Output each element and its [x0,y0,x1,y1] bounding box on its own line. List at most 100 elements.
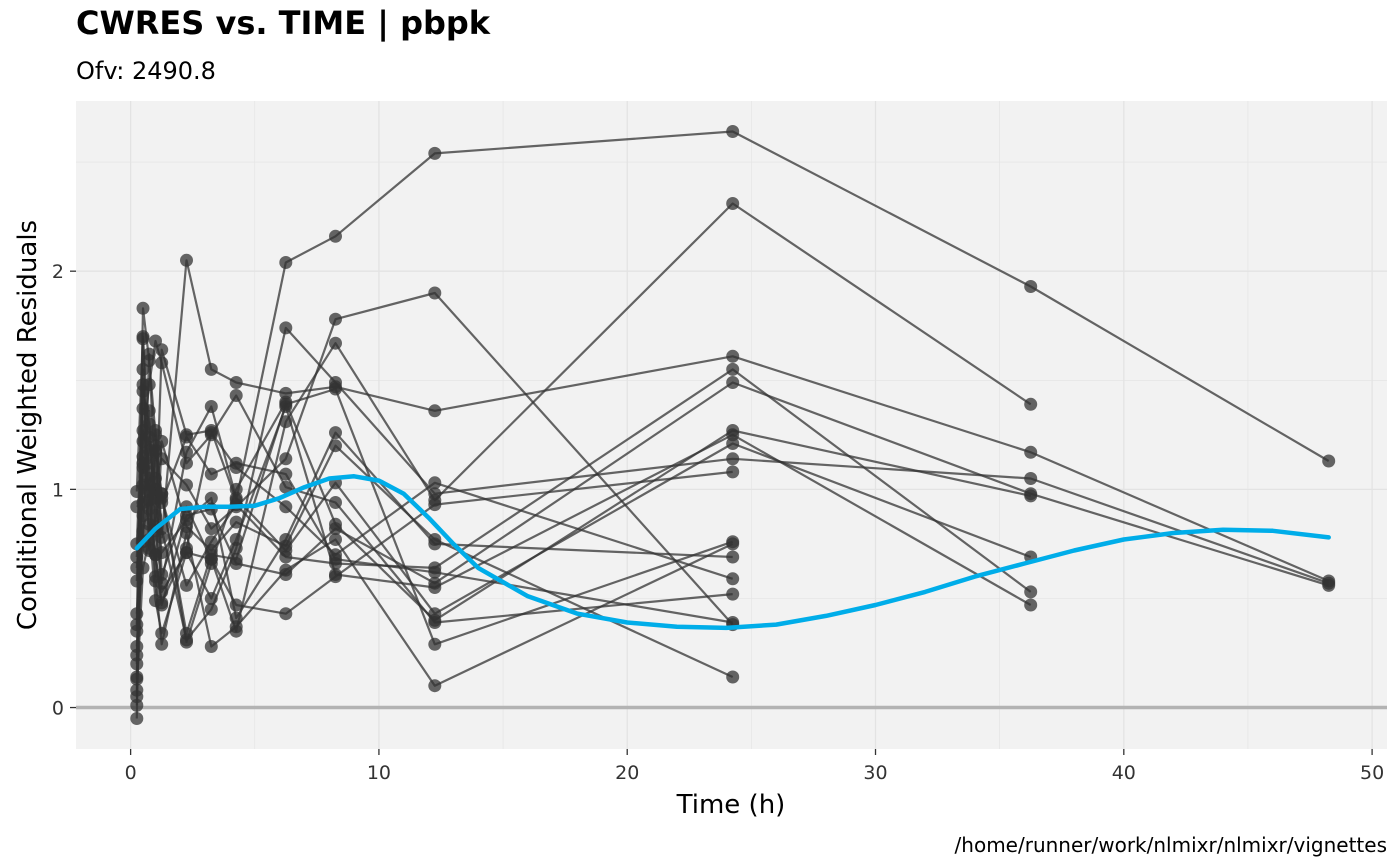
data-point [149,334,162,348]
data-point [204,602,218,616]
data-point [136,402,150,416]
data-point [142,465,156,479]
data-point [180,509,193,522]
data-point [136,378,150,392]
data-point [130,657,144,671]
data-point [1024,397,1038,411]
data-point [1024,445,1038,459]
data-point [180,445,193,459]
data-point [1322,578,1336,592]
data-points [130,125,1336,725]
data-point [279,607,293,621]
data-point [130,712,144,725]
data-point [329,533,342,546]
data-point [329,426,342,440]
data-point [149,509,162,522]
data-point [155,596,169,610]
data-point [726,349,740,363]
y-axis-title: Conditional Weighted Residuals [13,220,43,630]
data-point [1024,585,1038,599]
data-point [726,452,740,466]
data-point [329,496,342,509]
y-axis-ticks: 0 1 2 [52,261,76,720]
data-point [329,336,342,350]
data-point [229,482,243,496]
data-point [428,404,442,418]
data-point [279,467,293,481]
data-point [180,578,193,592]
data-point [204,362,218,376]
data-point [204,426,218,440]
data-point [726,437,740,450]
data-point [329,517,342,531]
data-point [142,485,156,498]
y-tick-label: 1 [52,479,64,501]
data-point [279,500,293,514]
data-point [229,461,243,474]
data-point [428,286,442,300]
data-point [142,544,156,557]
data-point [155,637,169,651]
smooth-line [134,474,1331,631]
data-point [149,570,162,584]
data-point [329,312,342,326]
data-point [149,424,162,437]
data-point [428,533,442,546]
data-point [204,592,218,605]
x-tick-label: 30 [863,762,887,784]
data-point [726,125,740,138]
data-point [136,434,150,448]
data-point [428,476,442,490]
data-point [279,397,293,411]
data-point [180,541,193,555]
data-point [726,362,740,376]
data-point [329,382,342,396]
data-point [1322,454,1336,468]
data-point [229,389,243,402]
data-point [329,568,342,581]
data-point [130,640,144,653]
x-tick-label: 40 [1112,762,1136,784]
caption: /home/runner/work/nlmixr/nlmixr/vignette… [955,833,1387,857]
data-point [229,541,243,555]
data-point [726,376,740,389]
data-point [180,430,193,444]
data-point [229,598,243,612]
data-point [130,698,144,712]
data-point [279,321,293,335]
data-point [428,561,442,575]
data-point [130,607,144,621]
data-point [1024,598,1038,612]
data-point [180,253,193,267]
data-point [204,467,218,481]
data-point [329,229,342,243]
data-point [428,613,442,627]
data-point [204,491,218,505]
data-point [726,670,740,684]
data-point [155,452,169,466]
x-axis-title: Time (h) [676,790,786,820]
data-point [726,550,740,564]
data-point [279,480,293,494]
data-point [726,572,740,586]
data-point [136,561,150,575]
data-point [136,362,150,376]
data-point [155,356,169,370]
x-axis-ticks: 0 10 20 30 40 50 [125,749,1384,784]
data-point [1024,489,1038,503]
data-point [726,535,740,549]
data-point [130,574,144,588]
data-point [329,439,342,453]
data-point [229,515,243,529]
data-point [279,550,293,564]
x-tick-label: 0 [125,762,137,784]
data-point [279,256,293,269]
y-tick-label: 2 [52,261,64,283]
data-point [279,452,293,466]
y-tick-label: 0 [52,698,64,720]
chart-subtitle: Ofv: 2490.8 [76,57,216,85]
smooth-curve [134,474,1331,631]
data-point [155,487,169,501]
data-point [180,478,193,492]
data-point [726,424,740,437]
